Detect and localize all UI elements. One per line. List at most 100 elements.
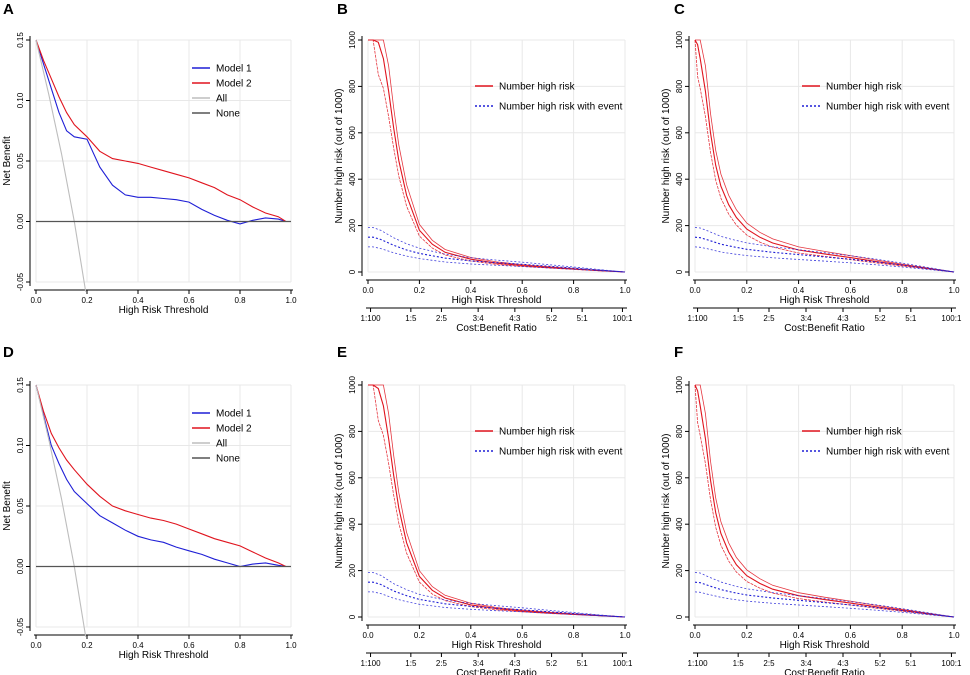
legend: Number high risk Number high risk with ev… [802, 427, 950, 458]
y-tick-label: 200 [675, 563, 684, 577]
x-tick-label: 0.4 [793, 286, 805, 295]
cost-benefit-tick-label: 5:1 [577, 659, 589, 668]
x-tick-label: 0.6 [845, 631, 857, 640]
x-tick-label: 0.6 [183, 296, 195, 305]
x-tick-label: 0.6 [183, 641, 195, 650]
panel-letter: A [3, 1, 14, 18]
y-tick-label: 400 [348, 172, 357, 186]
y-axis-title: Number high risk (out of 1000) [661, 433, 672, 568]
series-number-high-risk [368, 39, 626, 273]
x-tick-label: 0.4 [465, 286, 477, 295]
ci-band-number-high-risk [368, 39, 626, 273]
x-tick-label: 1.0 [948, 286, 960, 295]
y-tick-label: 0.05 [16, 153, 25, 169]
legend-label: Number high risk [826, 427, 903, 438]
x-tick-label: 1.0 [948, 631, 960, 640]
cost-benefit-tick-label: 5:2 [546, 314, 558, 323]
cost-benefit-tick-label: 4:3 [509, 659, 521, 668]
y-tick-label: -0.05 [16, 617, 25, 636]
y-tick-label: 400 [675, 517, 684, 531]
x-tick-label: 0.2 [741, 286, 753, 295]
cost-benefit-tick-label: 100:1 [612, 659, 633, 668]
legend-label: None [216, 454, 240, 465]
panel-c: C 0 200 400 600 800 1000 0.0 0.2 0.4 0.6 0.8 1.0 High… [661, 1, 962, 334]
ci-band-number-high-risk [695, 384, 955, 618]
x-tick-label: 0.4 [132, 641, 144, 650]
y-tick-label: 1000 [675, 376, 684, 394]
y-tick-label: 1000 [348, 376, 357, 394]
y-tick-label: 0.05 [16, 498, 25, 514]
cost-benefit-tick-label: 1:5 [405, 659, 417, 668]
cost-benefit-tick-label: 5:2 [874, 659, 886, 668]
y-tick-label: 0.15 [16, 377, 25, 393]
cost-benefit-tick-label: 3:4 [800, 659, 812, 668]
series-number-high-risk [694, 39, 955, 273]
y-tick-label: 600 [348, 126, 357, 140]
y-tick-label: 600 [675, 471, 684, 485]
cost-benefit-tick-label: 1:100 [361, 659, 382, 668]
cost-benefit-tick-label: 2:5 [436, 314, 448, 323]
x-tick-label: 0.6 [845, 286, 857, 295]
y-tick-label: 0 [348, 614, 357, 619]
x-tick-label: 0.0 [30, 641, 42, 650]
panel-e: E 0 200 400 600 800 1000 0.0 0.2 0.4 0.6 0.8 1.0 High… [334, 344, 633, 675]
panel-d: D -0.05 0.00 0.05 0.10 0.15 0.0 0.2 0.4 0.6 0.8 1.0… [2, 344, 297, 661]
legend-label: All [216, 439, 227, 450]
panel-b: B 0 200 400 600 800 1000 0.0 0.2 0.4 0.6 0.8 1.0 High… [334, 1, 633, 334]
series-number-high-risk [694, 384, 955, 618]
cost-benefit-tick-label: 4:3 [509, 314, 521, 323]
panel-letter: B [337, 1, 348, 18]
legend: Model 1 Model 2 All None [192, 64, 252, 120]
y-tick-label: 800 [675, 79, 684, 93]
cost-benefit-tick-label: 5:2 [874, 314, 886, 323]
y-tick-label: 0 [675, 269, 684, 274]
cost-benefit-tick-label: 3:4 [473, 314, 485, 323]
x-tick-label: 0.2 [414, 631, 426, 640]
y-tick-label: 0.10 [16, 92, 25, 108]
y-tick-label: 200 [348, 563, 357, 577]
legend-label: Number high risk with event [826, 102, 950, 113]
x-tick-label: 0.2 [414, 286, 426, 295]
cost-benefit-tick-label: 100:1 [941, 659, 962, 668]
y-tick-label: 0 [675, 614, 684, 619]
cost-benefit-tick-label: 4:3 [837, 314, 849, 323]
x-tick-label: 0.2 [81, 641, 93, 650]
x-tick-label: 0.8 [568, 631, 580, 640]
legend-label: Model 1 [216, 64, 252, 75]
x-tick-label: 1.0 [619, 631, 631, 640]
series-all [35, 384, 87, 637]
legend-label: Number high risk [499, 82, 576, 93]
legend-label: Model 2 [216, 424, 252, 435]
y-tick-label: 0.10 [16, 437, 25, 453]
legend-label: Number high risk with event [499, 102, 623, 113]
x-tick-label: 0.0 [362, 631, 374, 640]
y-tick-label: 0.00 [16, 558, 25, 574]
panel-a: A -0.05 0.00 0.05 0.10 0.15 0.0 0.2 0.4 0.6 0.8 1.0… [2, 1, 297, 316]
cost-benefit-tick-label: 100:1 [941, 314, 962, 323]
x-tick-label: 0.6 [517, 286, 529, 295]
x-tick-label: 0.2 [81, 296, 93, 305]
x-axis-title: High Risk Threshold [452, 640, 542, 651]
series-number-high-risk-with-event [368, 581, 626, 618]
x-axis-title: High Risk Threshold [452, 295, 542, 306]
legend-label: None [216, 109, 240, 120]
cost-benefit-tick-label: 2:5 [763, 314, 775, 323]
ci-band-number-high-risk-with-event [694, 591, 955, 618]
legend-label: Number high risk [499, 427, 576, 438]
ci-band-number-high-risk-with-event [694, 246, 955, 273]
cost-benefit-axis-title: Cost:Benefit Ratio [456, 323, 537, 334]
series-number-high-risk-with-event [694, 236, 955, 273]
y-tick-label: -0.05 [16, 272, 25, 291]
x-tick-label: 0.8 [234, 296, 246, 305]
x-tick-label: 1.0 [285, 641, 297, 650]
ci-band-number-high-risk [695, 39, 955, 273]
cost-benefit-tick-label: 5:1 [905, 659, 917, 668]
ci-band-number-high-risk-with-event [368, 572, 626, 618]
x-tick-label: 0.8 [897, 286, 909, 295]
series-number-high-risk-with-event [694, 581, 955, 618]
ci-band-number-high-risk-with-event [694, 227, 955, 273]
legend: Number high risk Number high risk with ev… [802, 82, 950, 113]
y-tick-label: 1000 [675, 31, 684, 49]
cost-benefit-tick-label: 5:1 [577, 314, 589, 323]
